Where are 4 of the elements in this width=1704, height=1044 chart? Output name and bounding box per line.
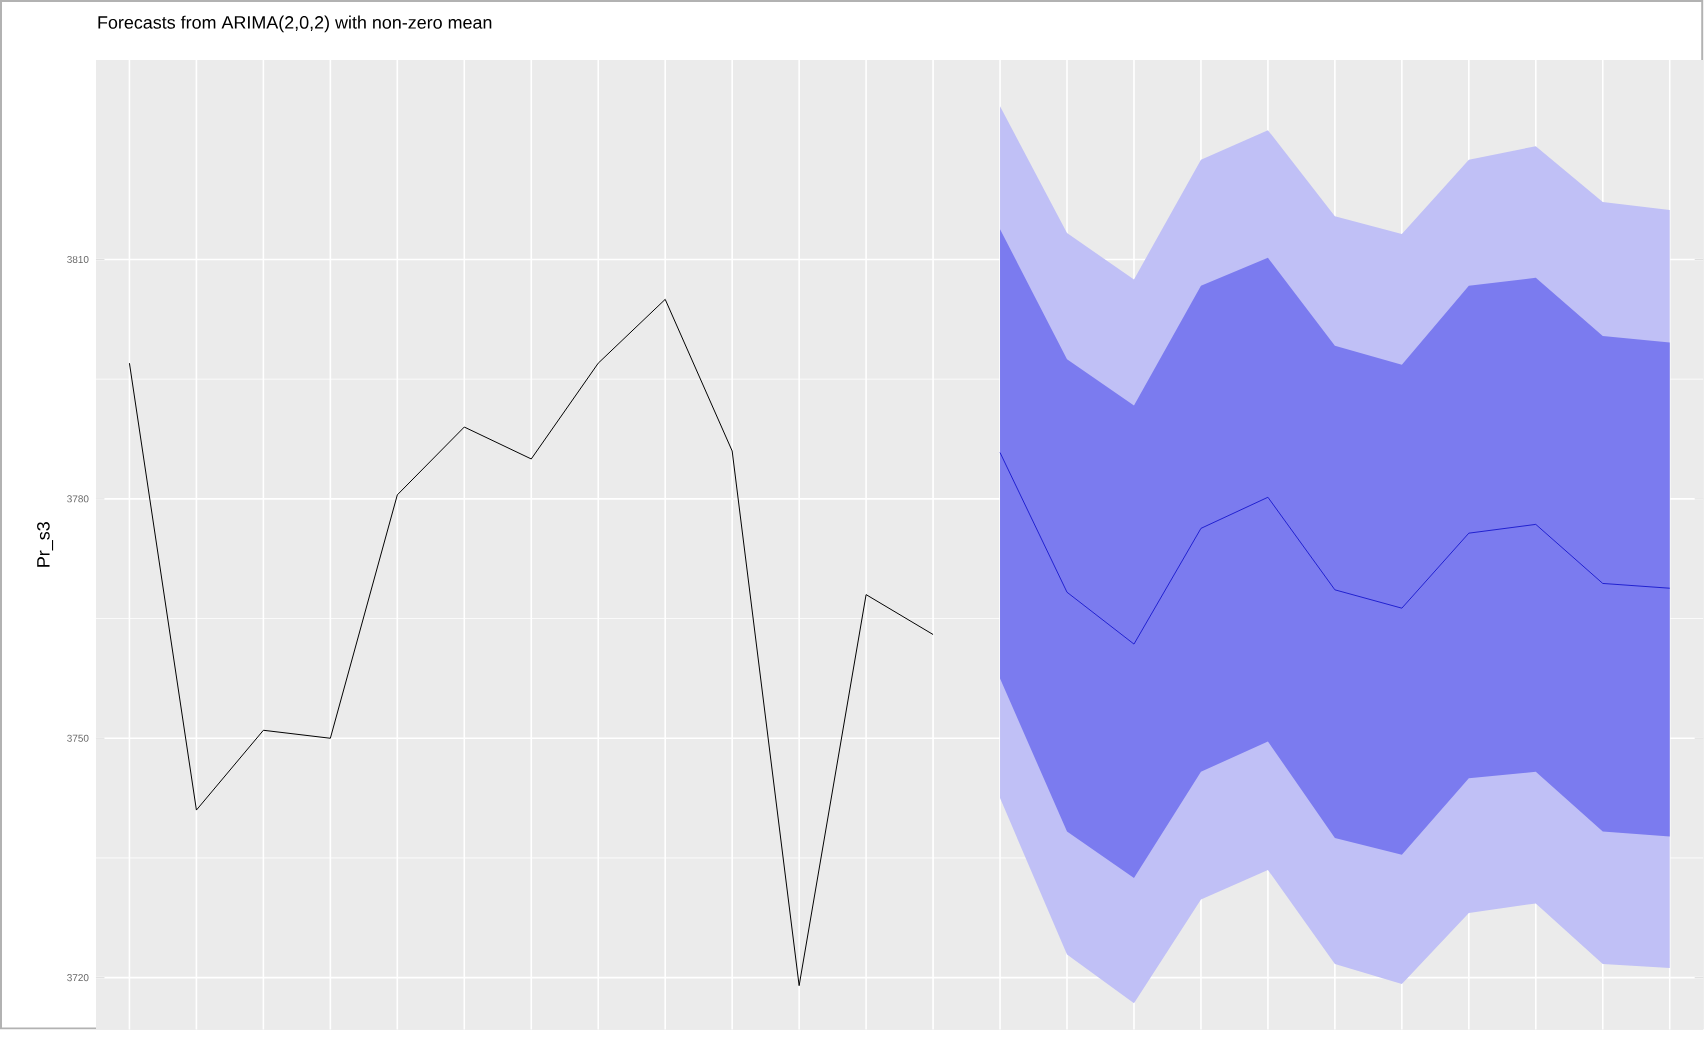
y-axis-title: Pr_s3 bbox=[37, 522, 54, 568]
line-series bbox=[128, 299, 934, 987]
chart-title: Forecasts from ARIMA(2,0,2) with non-zero mean bbox=[98, 16, 492, 33]
line-series bbox=[999, 452, 1671, 645]
